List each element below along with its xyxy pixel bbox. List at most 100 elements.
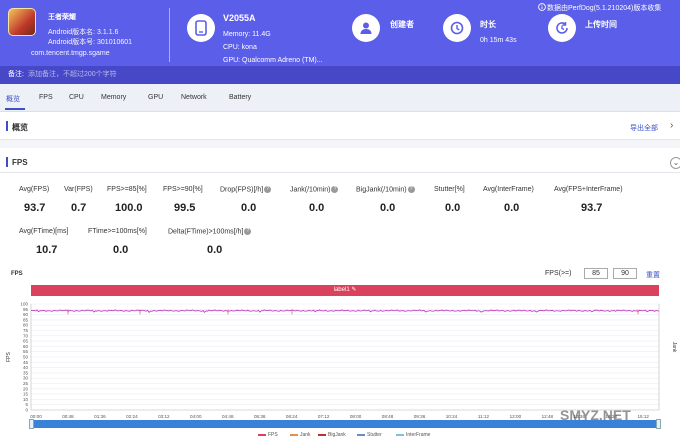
legend-swatch (357, 433, 365, 436)
upload-time-icon (548, 14, 576, 42)
x-tick-label: 14:24 (606, 414, 618, 419)
stat-value: 0.0 (113, 244, 129, 256)
x-tick-label: 02:24 (126, 414, 138, 419)
tab-battery[interactable]: Battery (229, 94, 252, 101)
help-icon[interactable]: ? (407, 186, 415, 193)
chevron-right-icon[interactable]: › (670, 120, 674, 131)
stat-label: Avg(FPS) (19, 186, 50, 193)
x-tick-label: 10:24 (446, 414, 458, 419)
reset-button[interactable]: 重置 (646, 272, 660, 279)
x-tick-label: 06:24 (286, 414, 298, 419)
overview-section (0, 112, 680, 140)
fps-accent (6, 157, 8, 167)
fps-section-title: FPS (12, 158, 28, 167)
legend-swatch (396, 433, 404, 436)
x-tick-label: 04:48 (222, 414, 234, 419)
fps-filter-label: FPS(>=) (545, 270, 572, 277)
y-tick-label: 60 (23, 344, 29, 349)
label-tag: label1 (333, 287, 350, 293)
stat-value: 0.0 (207, 244, 223, 256)
collapse-icon[interactable]: ⌄ (670, 157, 680, 169)
legend-item-jank[interactable]: Jank (290, 432, 311, 438)
y-tick-label: 25 (23, 381, 29, 386)
y-axis-label: FPS (6, 351, 12, 361)
y-tick-label: 20 (23, 386, 29, 391)
stat-label: FPS>=85[%] (107, 186, 147, 193)
creator-label: 创建者 (390, 20, 414, 29)
legend-item-interframe[interactable]: InterFrame (396, 432, 430, 438)
section-gap (0, 140, 680, 148)
stat-label: Stutter[%] (434, 186, 465, 193)
stat-label: Avg(FPS+InterFrame) (554, 186, 623, 193)
x-tick-label: 12:00 (510, 414, 522, 419)
x-tick-label: 11:12 (478, 414, 490, 419)
label-range-bar[interactable]: label1 ✎ (31, 285, 659, 296)
app-icon (8, 8, 36, 36)
x-tick-label: 04:00 (190, 414, 202, 419)
stat-value: 0.0 (504, 202, 520, 214)
chart-title: FPS (11, 271, 23, 277)
y-tick-label: 100 (20, 302, 28, 307)
stat-value: 93.7 (24, 202, 46, 214)
duration-value: 0h 15m 43s (480, 37, 517, 44)
y-tick-label: 50 (23, 355, 29, 360)
stat-value: 0.7 (71, 202, 87, 214)
tab-overview[interactable]: 概览 (6, 96, 20, 103)
stat-label: Avg(FTime)[ms] (19, 228, 69, 235)
tab-network[interactable]: Network (181, 94, 207, 101)
remark-input[interactable]: 添加备注，不超过200个字符 (27, 71, 117, 78)
stat-label: FTime>=100ms[%] (88, 228, 147, 235)
stat-label: Avg(InterFrame) (483, 186, 534, 193)
legend-swatch (290, 433, 298, 436)
y2-axis-label: Jank (671, 342, 677, 353)
fps-threshold-low-input[interactable]: 85 (584, 268, 608, 279)
tab-cpu[interactable]: CPU (69, 94, 84, 101)
x-tick-label: 00:00 (30, 414, 42, 419)
y-tick-label: 0 (25, 408, 28, 413)
stat-value: 99.5 (174, 202, 196, 214)
stat-label: FPS>=90[%] (163, 186, 203, 193)
x-tick-label: 08:00 (350, 414, 362, 419)
fps-chart[interactable]: 1009590858075706560555045403530252015105… (0, 296, 680, 442)
legend-item-fps[interactable]: FPS (258, 432, 278, 438)
time-range-scrollbar[interactable] (31, 420, 659, 428)
overview-title: 概览 (12, 123, 28, 132)
android-version-name: Android版本名: 3.1.1.6 (48, 29, 119, 36)
export-all-link[interactable]: 导出全部 (630, 125, 658, 132)
user-icon (352, 14, 380, 42)
fps-series-line (30, 309, 660, 314)
stat-value: 10.7 (36, 244, 58, 256)
stat-label: Drop(FPS)[/h]? (220, 186, 272, 193)
y-tick-label: 85 (23, 317, 29, 322)
y-tick-label: 15 (23, 392, 29, 397)
device-memory: Memory: 11.4G (223, 31, 271, 38)
divider (0, 172, 680, 173)
help-icon[interactable]: ? (331, 186, 339, 193)
y-tick-label: 95 (23, 307, 29, 312)
range-start-handle[interactable] (29, 419, 34, 429)
fps-threshold-high-input[interactable]: 90 (613, 268, 637, 279)
upload-time-label: 上传时间 (585, 20, 617, 29)
x-tick-label: 01:36 (94, 414, 106, 419)
y-tick-label: 5 (25, 402, 28, 407)
phone-icon (187, 14, 215, 42)
help-icon[interactable]: ? (244, 228, 252, 235)
stat-value: 0.0 (241, 202, 257, 214)
x-tick-label: 15:12 (637, 414, 649, 419)
x-tick-label: 12:48 (542, 414, 554, 419)
x-tick-label: 05:36 (254, 414, 266, 419)
help-icon[interactable]: ? (264, 186, 272, 193)
y-tick-label: 10 (23, 397, 29, 402)
x-tick-label: 13:36 (574, 414, 586, 419)
tab-gpu[interactable]: GPU (148, 94, 164, 101)
legend-item-stutter[interactable]: Stutter (357, 432, 382, 438)
active-tab-indicator (5, 108, 25, 110)
tab-fps[interactable]: FPS (39, 94, 53, 101)
tab-memory[interactable]: Memory (101, 94, 127, 101)
range-end-handle[interactable] (656, 419, 661, 429)
legend-item-bigjank[interactable]: BigJank (318, 432, 346, 438)
y-tick-label: 75 (23, 328, 29, 333)
legend-swatch (258, 433, 266, 436)
remark-bar[interactable]: 备注: 添加备注，不超过200个字符 (0, 66, 680, 84)
edit-icon[interactable]: ✎ (351, 287, 357, 293)
